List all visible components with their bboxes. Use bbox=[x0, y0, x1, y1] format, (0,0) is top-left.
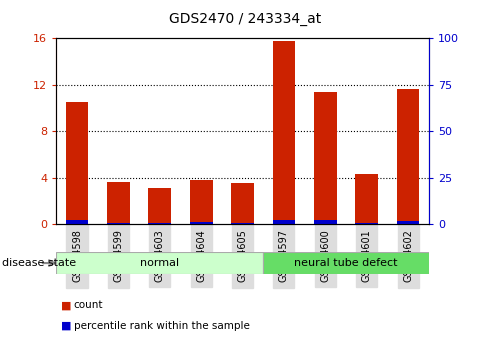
Bar bbox=[56, 252, 263, 274]
Bar bbox=[314, 91, 337, 224]
Text: ■: ■ bbox=[61, 300, 72, 310]
Bar bbox=[190, 180, 213, 224]
Bar bbox=[66, 220, 88, 224]
Bar bbox=[107, 223, 130, 224]
Bar bbox=[148, 223, 171, 224]
Bar bbox=[355, 223, 378, 224]
Bar bbox=[397, 89, 419, 224]
Bar bbox=[314, 220, 337, 224]
Text: GDS2470 / 243334_at: GDS2470 / 243334_at bbox=[169, 12, 321, 26]
Bar bbox=[107, 182, 130, 224]
Bar bbox=[66, 102, 88, 224]
Bar bbox=[190, 222, 213, 224]
Text: neural tube defect: neural tube defect bbox=[294, 258, 398, 268]
Bar bbox=[272, 41, 295, 224]
Text: disease state: disease state bbox=[2, 258, 76, 268]
Text: normal: normal bbox=[140, 258, 179, 268]
Bar bbox=[231, 184, 254, 224]
Bar bbox=[355, 174, 378, 224]
Bar bbox=[263, 252, 429, 274]
Bar bbox=[272, 220, 295, 224]
Text: ■: ■ bbox=[61, 321, 72, 331]
Bar bbox=[397, 221, 419, 224]
Bar bbox=[148, 188, 171, 224]
Text: percentile rank within the sample: percentile rank within the sample bbox=[74, 321, 249, 331]
Bar bbox=[231, 223, 254, 224]
Text: count: count bbox=[74, 300, 103, 310]
